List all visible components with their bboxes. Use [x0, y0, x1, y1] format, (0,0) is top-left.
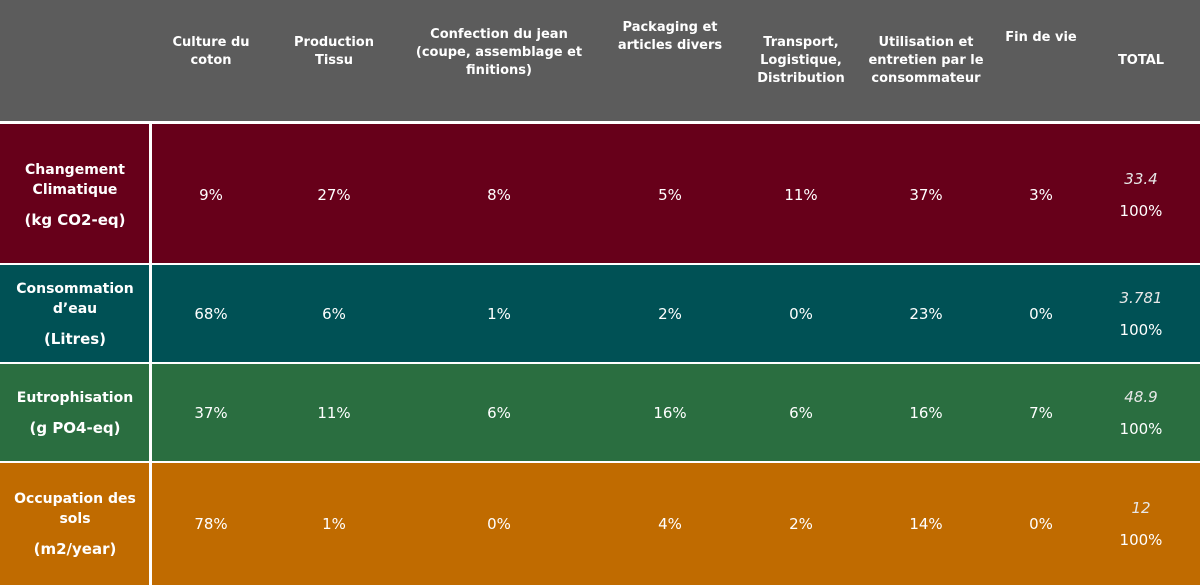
total-value: 48.9	[1124, 388, 1158, 406]
total-percent: 100%	[1119, 420, 1163, 438]
table-row	[0, 364, 1200, 462]
row-label-unit: (g PO4-eq)	[29, 419, 121, 437]
value-cell: 16%	[909, 404, 943, 422]
column-header: Culture du coton	[172, 35, 250, 68]
value-cell: 4%	[658, 515, 682, 533]
value-cell: 7%	[1029, 404, 1053, 422]
column-header: Packaging et articles divers	[617, 20, 723, 53]
value-cell: 6%	[487, 404, 511, 422]
total-value: 33.4	[1124, 169, 1158, 188]
value-cell: 78%	[194, 515, 228, 533]
total-cell: 33.4 100%	[1091, 124, 1191, 265]
value-cell: 9%	[199, 185, 223, 204]
label-column-divider	[149, 121, 152, 585]
row-label-name: Consommation d’eau	[16, 281, 134, 317]
value-cell: 0%	[789, 305, 813, 323]
row-label-unit: (Litres)	[43, 330, 107, 348]
row-divider	[0, 461, 1200, 463]
total-value: 3.781	[1119, 289, 1163, 307]
table-row	[0, 265, 1200, 363]
value-cell: 0%	[1029, 305, 1053, 323]
value-cell: 16%	[653, 404, 687, 422]
row-label: Changement Climatique (kg CO2-eq)	[0, 124, 150, 265]
total-percent: 100%	[1119, 201, 1163, 220]
column-header: Fin de vie	[1005, 30, 1077, 45]
table-header	[0, 0, 1200, 121]
value-cell: 1%	[322, 515, 346, 533]
row-label-name: Eutrophisation	[16, 390, 134, 406]
value-cell: 6%	[322, 305, 346, 323]
row-label-name: Occupation des sols	[14, 491, 136, 527]
row-divider	[0, 263, 1200, 265]
header-divider	[0, 121, 1200, 124]
column-header: Confection du jean (coupe, assemblage et…	[415, 27, 583, 78]
value-cell: 11%	[784, 185, 818, 204]
column-header: TOTAL	[1117, 52, 1165, 68]
column-header: Transport, Logistique, Distribution	[757, 34, 845, 86]
total-cell: 3.781 100%	[1091, 265, 1191, 363]
column-header: Production Tissu	[294, 35, 374, 68]
value-cell: 3%	[1029, 185, 1053, 204]
value-cell: 11%	[317, 404, 351, 422]
value-cell: 0%	[487, 515, 511, 533]
value-cell: 37%	[194, 404, 228, 422]
total-percent: 100%	[1119, 531, 1163, 549]
row-label: Occupation des sols (m2/year)	[0, 463, 150, 585]
column-header: Utilisation et entretien par le consomma…	[868, 34, 984, 86]
total-cell: 48.9 100%	[1091, 364, 1191, 462]
table-row	[0, 463, 1200, 585]
row-label-name: Changement Climatique	[25, 161, 125, 198]
value-cell: 14%	[909, 515, 943, 533]
value-cell: 8%	[487, 185, 511, 204]
row-label: Consommation d’eau (Litres)	[0, 265, 150, 363]
value-cell: 23%	[909, 305, 943, 323]
row-label: Eutrophisation (g PO4-eq)	[0, 364, 150, 462]
row-label-unit: (kg CO2-eq)	[24, 210, 126, 229]
total-value: 12	[1131, 499, 1151, 517]
value-cell: 27%	[317, 185, 351, 204]
value-cell: 2%	[658, 305, 682, 323]
value-cell: 5%	[658, 185, 682, 204]
value-cell: 6%	[789, 404, 813, 422]
value-cell: 1%	[487, 305, 511, 323]
total-cell: 12 100%	[1091, 463, 1191, 585]
table-row	[0, 124, 1200, 265]
value-cell: 2%	[789, 515, 813, 533]
row-divider	[0, 362, 1200, 364]
value-cell: 37%	[909, 185, 943, 204]
row-label-unit: (m2/year)	[33, 540, 117, 558]
total-percent: 100%	[1119, 321, 1163, 339]
value-cell: 0%	[1029, 515, 1053, 533]
value-cell: 68%	[194, 305, 228, 323]
